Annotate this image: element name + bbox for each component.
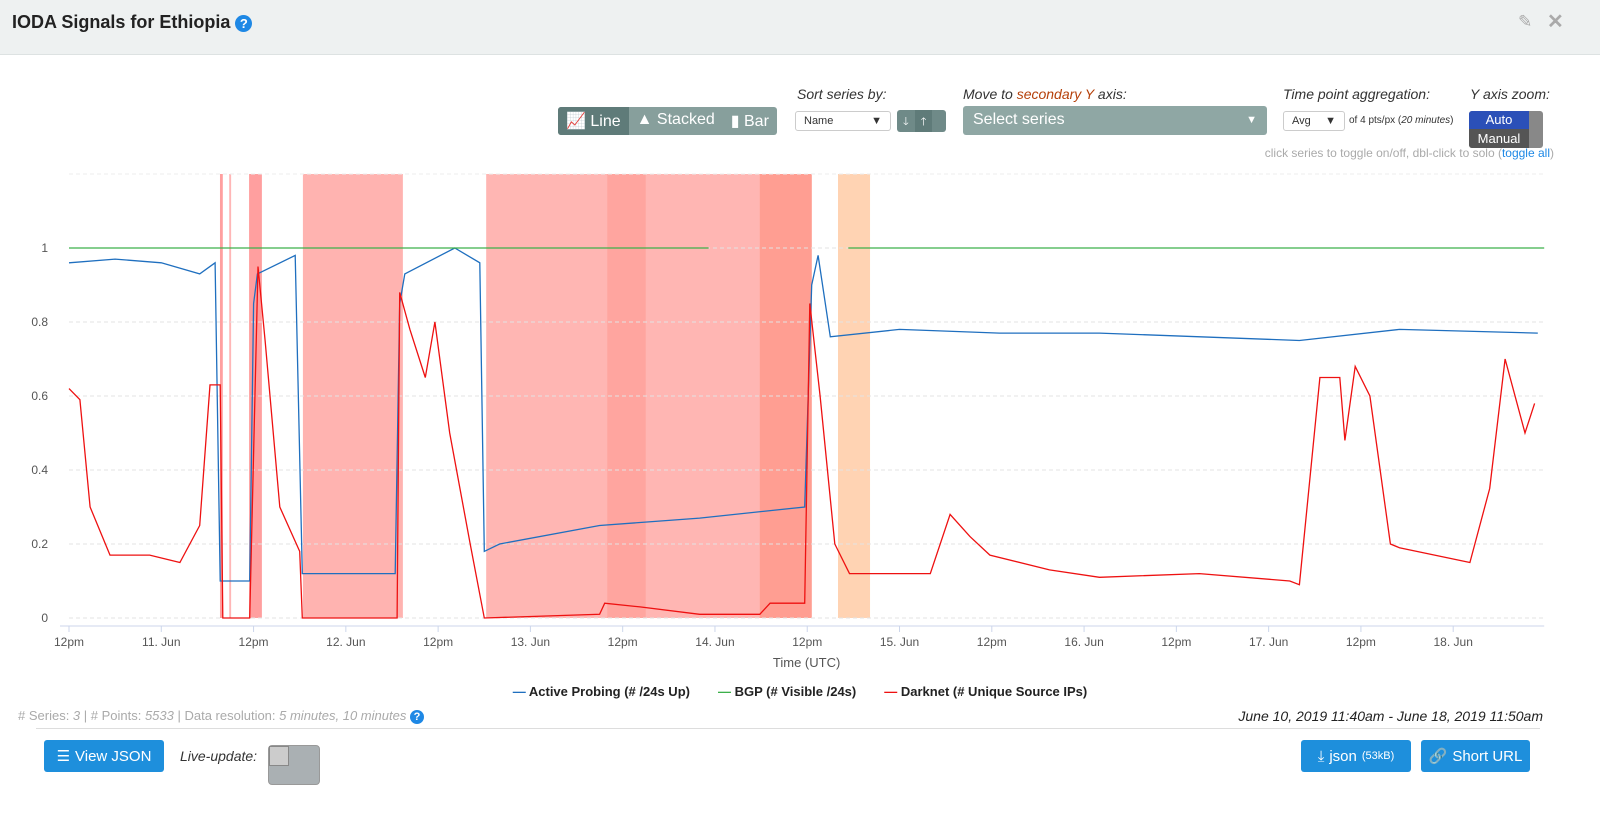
legend-marker-icon: — (717, 684, 731, 699)
x-tick-label: 17. Jun (1249, 635, 1288, 649)
x-tick-label: 12pm (608, 635, 638, 649)
legend-marker-icon: — (884, 684, 898, 699)
legend-marker-icon: — (512, 684, 526, 699)
x-tick-label: 11. Jun (142, 635, 180, 649)
x-tick-label: 12pm (1346, 635, 1376, 649)
x-tick-label: 13. Jun (511, 635, 550, 649)
x-tick-label: 12pm (977, 635, 1007, 649)
x-tick-label: 15. Jun (880, 635, 919, 649)
x-tick-label: 14. Jun (695, 635, 734, 649)
yzoom-toggle[interactable]: Auto Manual (1469, 111, 1543, 148)
y-tick-label: 0.8 (31, 315, 48, 329)
bar-chart-icon: ▮ (730, 113, 740, 130)
edit-icon[interactable]: ✎ (1518, 12, 1533, 31)
secondary-series-select[interactable]: Select series ▼ (963, 106, 1267, 135)
alert-band (219, 174, 223, 618)
caret-down-icon: ▼ (871, 115, 882, 127)
sort-select[interactable]: Name ▼ (795, 111, 891, 131)
series-line-0 (68, 247, 1538, 582)
x-tick-label: 12pm (54, 635, 84, 649)
stacked-chart-button[interactable]: ▲ Stacked (636, 111, 715, 128)
download-icon: ⤓ (1317, 747, 1325, 765)
x-axis-title: Time (UTC) (773, 655, 840, 670)
list-icon: ☰ (56, 748, 71, 765)
legend-item[interactable]: — Active Probing (# /24s Up) (512, 684, 690, 699)
x-tick-label: 12pm (1161, 635, 1191, 649)
series-line-2 (68, 266, 1536, 619)
bar-chart-button[interactable]: ▮ Bar (730, 113, 769, 130)
y-tick-label: 0 (41, 611, 48, 625)
toggle-all-link[interactable]: toggle all (1501, 146, 1550, 160)
sort-asc-button[interactable]: 🡑 (914, 110, 933, 132)
x-tick-label: 12pm (423, 635, 453, 649)
question-circle-icon[interactable]: ? (409, 710, 424, 724)
caret-down-icon: ▼ (1246, 114, 1257, 126)
y-tick-label: 0.6 (31, 389, 48, 403)
x-tick-label: 12pm (239, 635, 269, 649)
x-tick-label: 18. Jun (1434, 635, 1473, 649)
chart: 0 0.2 0.4 0.6 0.8 1 12pm 11. Jun 12pm 12. Jun 12pm… (31, 173, 1545, 670)
aggregation-note: of 4 pts/px (20 minutes) (1349, 115, 1454, 126)
question-circle-icon[interactable]: ? (235, 15, 253, 32)
close-icon[interactable]: ✕ (1547, 11, 1564, 33)
series-hint: click series to toggle on/off, dbl-click… (1264, 146, 1554, 160)
y-tick-label: 0.2 (31, 537, 48, 551)
live-update-toggle[interactable] (268, 745, 320, 785)
y-tick-label: 1 (41, 241, 48, 255)
area-chart-icon: ▲ (636, 111, 653, 128)
legend-item[interactable]: — BGP (# Visible /24s) (717, 684, 857, 699)
live-update-label: Live-update: (180, 748, 258, 764)
sort-label: Sort series by: (797, 86, 887, 102)
chart-stats: # Series: 3 | # Points: 5533 | Data reso… (18, 708, 424, 724)
page-title: IODA Signals for Ethiopia ? (12, 12, 253, 33)
sort-direction-group: 🡓 🡑 (897, 110, 946, 132)
y-tick-label: 0.4 (31, 463, 48, 477)
divider (36, 728, 1540, 729)
time-range: June 10, 2019 11:40am - June 18, 2019 11… (1238, 708, 1543, 724)
yzoom-label: Y axis zoom: (1470, 86, 1550, 102)
line-chart-button[interactable]: 📈 Line (558, 107, 629, 135)
view-json-button[interactable]: ☰ View JSON (44, 740, 164, 772)
json-download-button[interactable]: ⤓ json (53kB) (1301, 740, 1411, 772)
sort-desc-button[interactable]: 🡓 (903, 116, 909, 128)
legend: — Active Probing (# /24s Up) — BGP (# Vis… (0, 684, 1600, 699)
link-icon: 🔗 (1428, 748, 1448, 765)
caret-down-icon: ▼ (1325, 115, 1336, 127)
short-url-button[interactable]: 🔗 Short URL (1421, 740, 1530, 772)
aggregation-label: Time point aggregation: (1283, 86, 1430, 102)
secondary-axis-label: Move to secondary Y axis: (963, 86, 1127, 102)
x-tick-label: 12pm (792, 635, 822, 649)
chart-type-group: 📈 Line ▲ Stacked ▮ Bar (558, 107, 777, 135)
x-tick-label: 16. Jun (1064, 635, 1103, 649)
x-tick-label: 12. Jun (326, 635, 365, 649)
aggregation-select[interactable]: Avg ▼ (1283, 111, 1345, 131)
panel-header: IODA Signals for Ethiopia ? ✎ ✕ (0, 0, 1600, 55)
legend-item[interactable]: — Darknet (# Unique Source IPs) (884, 684, 1088, 699)
line-chart-icon: 📈 (566, 113, 586, 130)
